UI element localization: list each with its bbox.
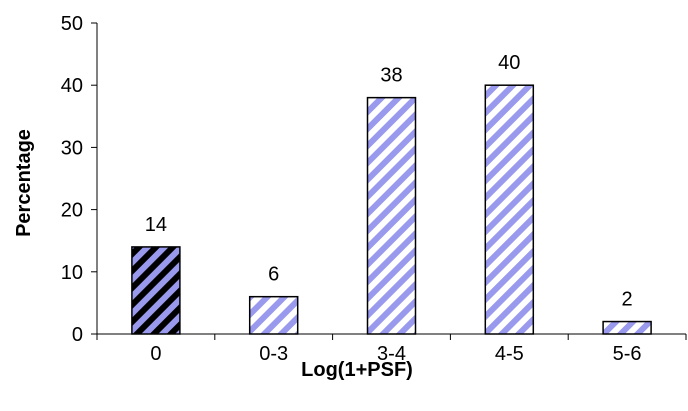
data-label: 38: [380, 65, 402, 87]
data-label: 40: [498, 52, 520, 74]
bars: [131, 84, 652, 335]
data-label: 6: [268, 264, 279, 286]
bar-0-3: [248, 295, 299, 335]
x-tick-label: 5-6: [613, 343, 642, 365]
x-tick-label: 0: [150, 343, 161, 365]
x-tick-label: 4-5: [495, 343, 524, 365]
x-axis-ticks: 0 0-3 3-4 4-5 5-6: [96, 334, 687, 365]
data-label: 14: [145, 214, 167, 236]
y-tick-label: 50: [61, 13, 83, 35]
y-tick-label: 30: [61, 137, 83, 159]
y-tick-label: 10: [61, 262, 83, 284]
data-labels: 14 6 38 40 2: [145, 52, 633, 310]
y-tick-label: 40: [61, 75, 83, 97]
data-label: 2: [622, 289, 633, 311]
y-tick-label: 0: [72, 324, 83, 346]
x-axis-title: Log(1+PSF): [301, 359, 413, 381]
y-axis-title: Percentage: [13, 129, 35, 237]
bar-0: [131, 246, 181, 335]
y-tick-label: 20: [61, 200, 83, 222]
y-axis-ticks: 0 10 20 30 40 50: [61, 13, 97, 346]
x-tick-label: 0-3: [259, 343, 288, 365]
bar-4-5: [484, 84, 535, 335]
bar-3-4: [366, 96, 417, 335]
bar-5-6: [602, 320, 652, 335]
x-tick-label: 3-4: [377, 343, 406, 365]
